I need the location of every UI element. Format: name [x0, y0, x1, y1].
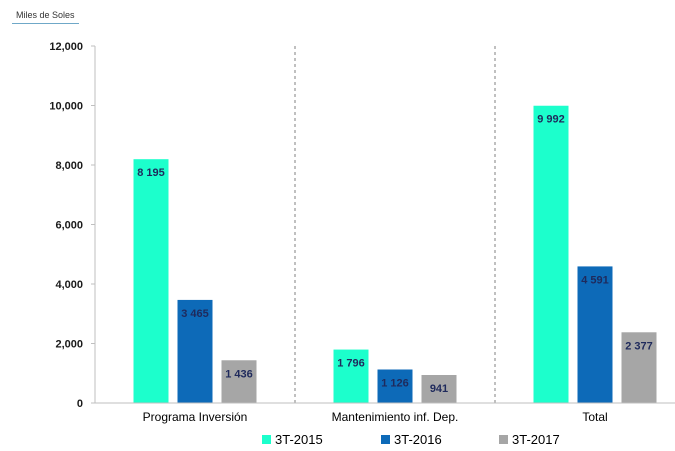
bar-3t-2016-mantenimiento-inf-dep	[377, 369, 413, 403]
category-label: Mantenimiento inf. Dep.	[332, 410, 459, 424]
legend-label-3t-2016: 3T-2016	[394, 432, 442, 447]
data-label-3t-2016-mantenimiento-inf-dep: 1 126	[381, 378, 409, 390]
category-label: Total	[582, 410, 607, 424]
data-label-3t-2017-mantenimiento-inf-dep: 941	[430, 383, 448, 395]
bar-3t-2016-total	[577, 266, 613, 403]
category-label: Programa Inversión	[143, 410, 248, 424]
y-tick-label: 4,000	[55, 279, 83, 291]
y-tick-label: 8,000	[55, 160, 83, 172]
legend-swatch-3t-2016	[381, 435, 390, 444]
y-tick-label: 12,000	[49, 41, 83, 53]
legend-item-3t-2015: 3T-2015	[262, 432, 323, 447]
data-label-3t-2017-programa-inversi-n: 1 436	[225, 368, 253, 380]
data-label-3t-2015-total: 9 992	[537, 114, 565, 126]
bar-3t-2016-programa-inversi-n	[177, 299, 213, 403]
legend-swatch-3t-2015	[262, 435, 271, 444]
legend-label-3t-2017: 3T-2017	[512, 432, 560, 447]
y-tick-label: 10,000	[49, 101, 83, 113]
data-label-3t-2016-programa-inversi-n: 3 465	[181, 308, 209, 320]
bar-3t-2017-mantenimiento-inf-dep	[421, 375, 457, 403]
bar-3t-2015-mantenimiento-inf-dep	[333, 349, 369, 403]
bar-3t-2015-programa-inversi-n	[133, 159, 169, 403]
data-label-3t-2016-total: 4 591	[581, 274, 609, 286]
y-tick-label: 2,000	[55, 339, 83, 351]
bar-3t-2015-total	[533, 105, 569, 403]
bar-3t-2017-total	[621, 332, 657, 403]
bar-3t-2017-programa-inversi-n	[221, 360, 257, 403]
data-label-3t-2017-total: 2 377	[625, 340, 653, 352]
unit-label: Miles de Soles	[12, 8, 79, 24]
legend-swatch-3t-2017	[499, 435, 508, 444]
data-label-3t-2015-mantenimiento-inf-dep: 1 796	[337, 358, 365, 370]
y-tick-label: 0	[77, 398, 83, 410]
legend-item-3t-2016: 3T-2016	[381, 432, 442, 447]
data-label-3t-2015-programa-inversi-n: 8 195	[137, 167, 165, 179]
chart-legend: 3T-2015 3T-2016 3T-2017	[0, 432, 675, 450]
legend-label-3t-2015: 3T-2015	[275, 432, 323, 447]
legend-item-3t-2017: 3T-2017	[499, 432, 560, 447]
bar-chart: 0 2,000 4,000 6,000 8,000 10,000 12,000 8 195 3 …	[49, 41, 675, 424]
y-tick-label: 6,000	[55, 220, 83, 232]
